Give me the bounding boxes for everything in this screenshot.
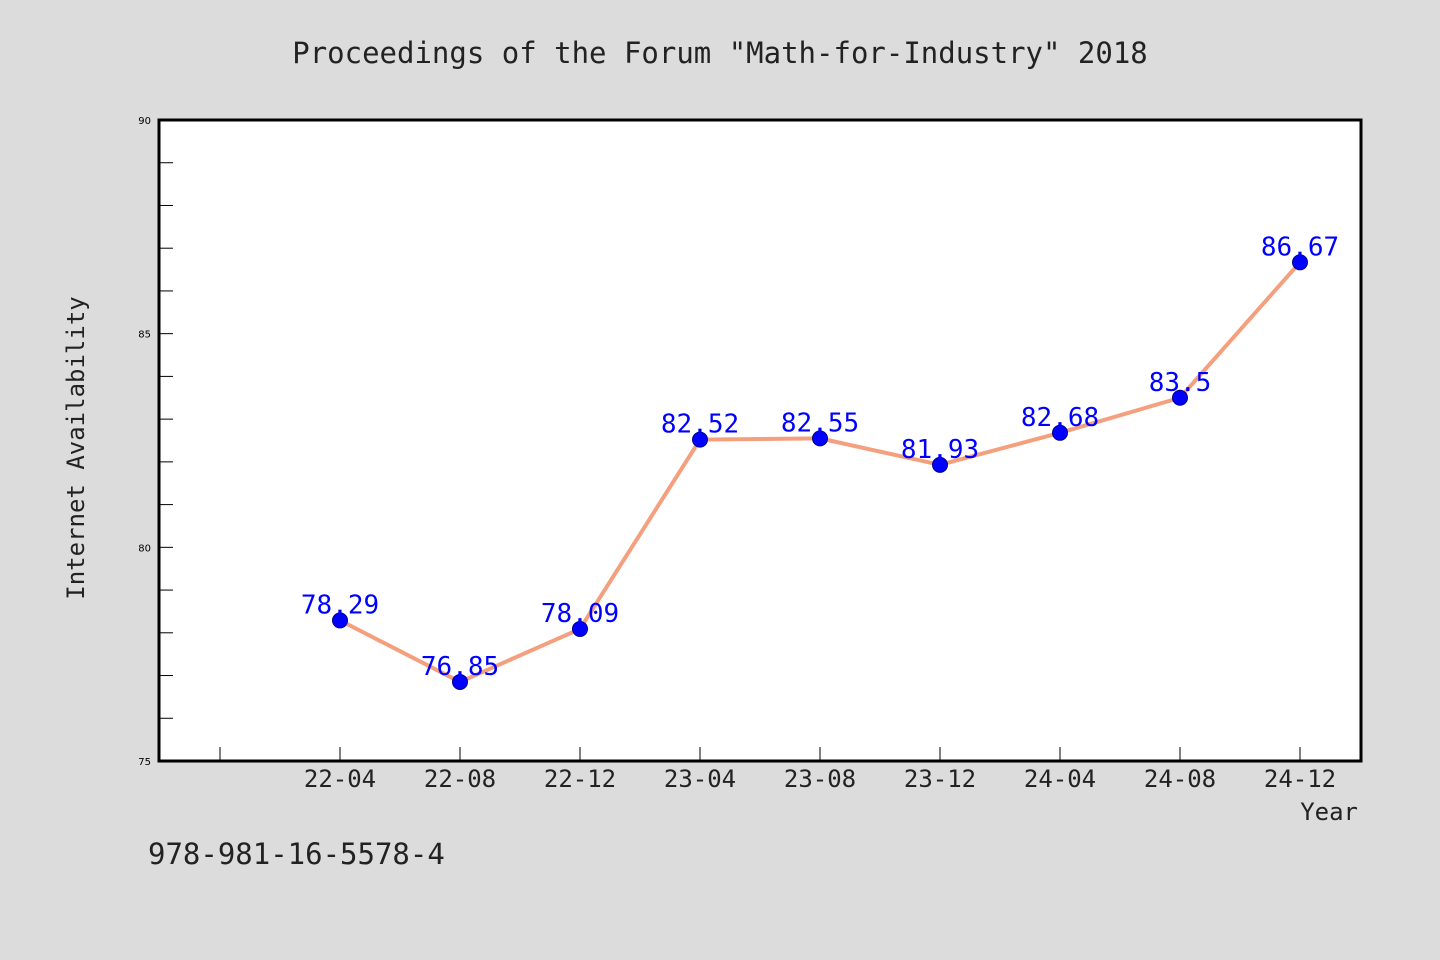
data-label: 86.67 — [1261, 232, 1339, 262]
data-label: 76.85 — [421, 652, 499, 682]
x-axis-label: Year — [1300, 798, 1358, 826]
x-tick-label: 22-04 — [304, 765, 376, 793]
data-label: 82.55 — [781, 408, 859, 438]
data-labels: 78.29 76.85 78.09 82.52 82.55 81.93 82.68 83.5 8… — [301, 232, 1339, 682]
data-point — [452, 673, 468, 690]
x-tick-label: 24-08 — [1144, 765, 1216, 793]
y-tick-label: 75 — [138, 757, 151, 768]
x-tick-label: 24-04 — [1024, 765, 1096, 793]
data-markers — [332, 254, 1308, 690]
isbn-footer: 978-981-16-5578-4 — [148, 837, 445, 871]
y-tick-label: 85 — [138, 330, 151, 341]
data-label: 82.52 — [661, 410, 739, 440]
y-tick-label: 80 — [138, 543, 151, 554]
chart-title: Proceedings of the Forum "Math-for-Indus… — [292, 36, 1148, 70]
data-label: 78.29 — [301, 590, 379, 620]
x-tick-label: 24-12 — [1264, 765, 1336, 793]
data-label: 78.09 — [541, 599, 619, 629]
data-label: 82.68 — [1021, 403, 1099, 433]
x-axis: 22-04 22-08 22-12 23-04 23-08 23-12 24-04 24-08… — [219, 747, 1336, 793]
data-point — [572, 620, 588, 637]
data-point — [932, 456, 948, 473]
data-point — [1172, 389, 1188, 406]
y-tick-label: 90 — [138, 116, 151, 127]
data-point — [1052, 424, 1068, 441]
data-point — [692, 431, 708, 448]
x-tick-label: 23-08 — [784, 765, 856, 793]
x-tick-label: 23-12 — [904, 765, 976, 793]
x-tick-label: 22-12 — [544, 765, 616, 793]
data-label: 83.5 — [1149, 368, 1212, 398]
x-tick-label: 22-08 — [424, 765, 496, 793]
y-axis: 75 80 85 90 — [138, 116, 173, 768]
data-label: 81.93 — [901, 435, 979, 465]
y-axis-label: Internet Availability — [62, 296, 90, 599]
data-point — [812, 430, 828, 447]
data-point — [332, 612, 348, 629]
data-point — [1292, 254, 1308, 271]
x-tick-label: 23-04 — [664, 765, 736, 793]
